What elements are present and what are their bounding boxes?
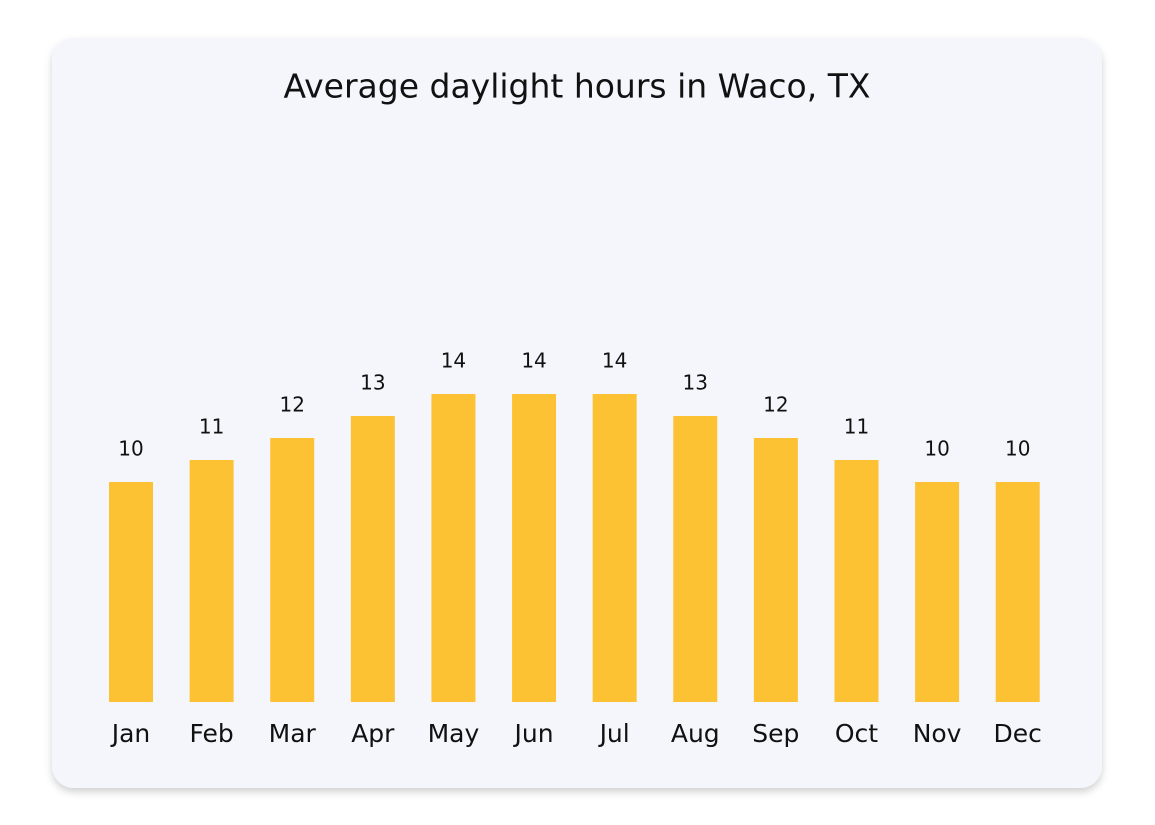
x-tick-label: Dec [994,719,1042,748]
x-tick-label: Nov [913,719,962,748]
x-tick-label: Jun [513,719,554,748]
x-tick-label: Oct [835,719,878,748]
value-label: 14 [602,349,627,373]
x-tick-label: May [428,719,480,748]
bar [189,460,234,702]
bar [431,394,476,702]
value-label: 12 [763,393,788,417]
bar [270,438,315,702]
bar [512,394,557,702]
bar [915,482,960,702]
value-label: 11 [844,415,869,439]
value-label: 10 [1005,437,1030,461]
bar [753,438,798,702]
value-label: 14 [441,349,466,373]
chart-title: Average daylight hours in Waco, TX [284,67,871,106]
value-label: 10 [118,437,143,461]
bar [109,482,154,702]
x-tick-label: Feb [189,719,233,748]
bar [673,416,718,702]
value-label: 11 [199,415,224,439]
x-tick-label: Apr [351,719,395,748]
x-tick-label: Sep [752,719,799,748]
bar [592,394,637,702]
bar [350,416,395,702]
x-tick-label: Mar [269,719,317,748]
value-label: 14 [521,349,546,373]
bar [834,460,879,702]
x-tick-label: Aug [671,719,720,748]
bar [995,482,1040,702]
value-label: 12 [279,393,304,417]
x-tick-label: Jan [110,719,151,748]
x-tick-label: Jul [598,719,630,748]
value-label: 13 [683,371,708,395]
value-label: 10 [924,437,949,461]
value-label: 13 [360,371,385,395]
